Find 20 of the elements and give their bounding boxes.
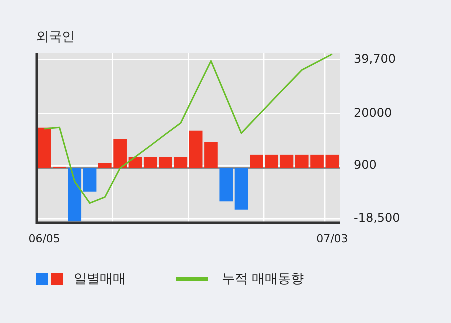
bar — [68, 168, 82, 222]
bar — [38, 128, 52, 168]
bar — [280, 154, 294, 168]
bar — [234, 168, 248, 210]
bar — [189, 130, 203, 168]
x-tick-label: 06/05 — [28, 232, 60, 246]
bar — [128, 157, 142, 168]
y-tick-label: -18,500 — [354, 211, 400, 226]
x-tick-label: 07/03 — [316, 232, 348, 246]
bar — [204, 142, 218, 168]
chart-title: 외국인 — [36, 29, 75, 46]
legend-label: 누적 매매동향 — [222, 271, 304, 288]
bar — [83, 168, 97, 192]
legend-label: 일별매매 — [74, 271, 126, 288]
bar — [326, 154, 340, 168]
y-tick-label: 900 — [354, 158, 377, 172]
bar — [220, 168, 234, 202]
y-tick-label: 39,700 — [354, 52, 396, 66]
bar — [174, 157, 188, 168]
y-tick-label: 20000 — [354, 106, 392, 120]
